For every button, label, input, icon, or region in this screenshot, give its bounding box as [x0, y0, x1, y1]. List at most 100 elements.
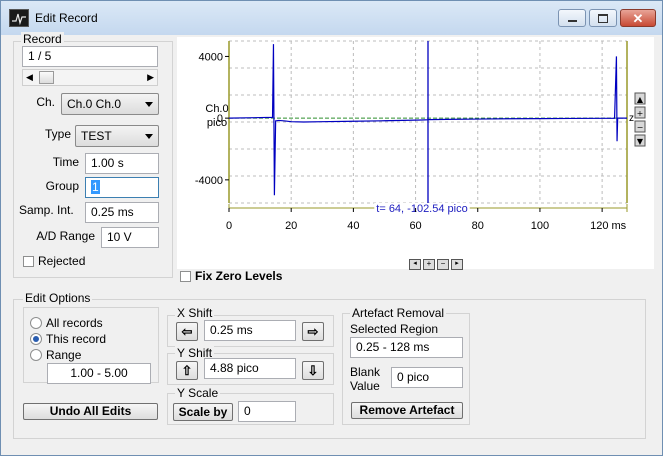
signal-plot[interactable]: 4000 0 -4000 Ch.0 pico t= 64, -102.54 pico 0 20… — [177, 37, 654, 269]
zoom-out-icon[interactable] — [634, 120, 646, 133]
plot-canvas[interactable]: 4000 0 -4000 Ch.0 pico t= 64, -102.54 pico 0 20… — [177, 37, 654, 269]
channel-units-label: pico — [207, 117, 227, 129]
signal-trace — [228, 44, 627, 196]
type-select[interactable]: TEST — [75, 125, 159, 147]
y-shift-down-button[interactable]: ⇩ — [302, 361, 324, 380]
y-tick-label: -4000 — [195, 175, 223, 187]
zoom-in-icon[interactable] — [634, 106, 646, 119]
app-icon — [9, 9, 29, 27]
record-scrollbar[interactable]: ◀ ▶ — [22, 69, 158, 86]
maximize-button[interactable] — [589, 9, 617, 27]
radio-all-records[interactable] — [30, 317, 42, 329]
blank-label-line1: Blank — [350, 365, 381, 379]
maximize-icon — [598, 13, 608, 23]
y-shift-up-button[interactable]: ⇧ — [176, 361, 198, 380]
zero-marker-label: z — [629, 113, 634, 124]
blank-value-label: Blank Value — [350, 365, 380, 393]
x-tick-label: 100 — [531, 220, 549, 232]
minimize-icon — [567, 20, 577, 22]
rejected-checkbox[interactable] — [23, 256, 34, 267]
y-shift-field[interactable]: 4.88 pico — [204, 358, 296, 379]
undo-all-edits-button[interactable]: Undo All Edits — [23, 403, 158, 420]
ad-range-field[interactable]: 10 V — [101, 227, 159, 248]
channel-label: Ch. — [36, 95, 55, 109]
radio-range[interactable] — [30, 349, 42, 361]
y-tick-label: 0 — [217, 113, 223, 125]
y-scale-group — [167, 393, 334, 425]
zoom-in-icon-glyph: + — [637, 109, 644, 118]
all-records-label: All records — [46, 316, 103, 330]
x-shift-field[interactable]: 0.25 ms — [204, 320, 296, 341]
arrow-left-icon: ⇦ — [181, 323, 193, 339]
y-shift-group — [167, 353, 334, 385]
channel-name-label: Ch.0 — [205, 103, 228, 115]
x-tick-label: 20 — [285, 220, 297, 232]
y-shift-label: Y Shift — [175, 346, 215, 360]
samp-int-label: Samp. Int. — [19, 203, 74, 217]
zoom-next-icon[interactable]: ▸ — [451, 259, 463, 270]
scroll-up-icon[interactable] — [634, 92, 646, 105]
minimize-button[interactable] — [558, 9, 586, 27]
scroll-down-icon-glyph: ▼ — [637, 137, 644, 146]
chevron-down-icon — [145, 102, 153, 107]
title-bar: Edit Record ✕ — [1, 1, 662, 35]
scroll-left-icon[interactable]: ◀ — [26, 72, 33, 82]
this-record-label: This record — [46, 332, 107, 346]
scroll-right-icon[interactable]: ▶ — [147, 72, 154, 82]
time-field[interactable]: 1.00 s — [85, 153, 159, 174]
x-shift-group — [167, 315, 334, 347]
y-scale-field[interactable]: 0 — [238, 401, 296, 422]
scroll-up-icon-glyph: ▲ — [637, 95, 644, 104]
channel-select[interactable]: Ch.0 Ch.0 — [61, 93, 159, 115]
close-icon: ✕ — [632, 10, 644, 26]
x-shift-label: X Shift — [175, 306, 215, 320]
ad-range-label: A/D Range — [36, 229, 95, 243]
time-label: Time — [52, 155, 79, 169]
range-field[interactable]: 1.00 - 5.00 — [47, 363, 151, 384]
zoom-out-icon[interactable]: + — [423, 259, 435, 270]
radio-this-record[interactable] — [30, 333, 42, 345]
samp-int-field[interactable]: 0.25 ms — [85, 202, 159, 223]
range-label: Range — [46, 348, 82, 362]
arrow-right-icon: ⇨ — [307, 323, 319, 339]
group-field[interactable]: 1 — [85, 177, 159, 198]
zoom-out-icon-glyph: − — [637, 123, 644, 132]
rejected-label: Rejected — [38, 254, 86, 268]
record-group-label: Record — [21, 32, 64, 46]
group-field-value: 1 — [91, 180, 100, 194]
cursor-readout: t= 64, -102.54 pico — [376, 203, 467, 215]
group-label: Group — [45, 179, 79, 193]
zoom-in-icon[interactable]: ◂ — [409, 259, 421, 270]
zoom-controls: ◂ + − ▸ — [409, 259, 463, 270]
x-tick-label: 120 ms — [590, 220, 627, 232]
window-title: Edit Record — [35, 11, 98, 25]
x-tick-label: 0 — [226, 220, 232, 232]
x-shift-left-button[interactable]: ⇦ — [176, 322, 198, 341]
type-select-value: TEST — [81, 129, 112, 143]
scale-by-button[interactable]: Scale by — [173, 403, 233, 421]
close-button[interactable]: ✕ — [620, 9, 656, 27]
remove-artefact-button[interactable]: Remove Artefact — [351, 402, 463, 419]
client-area: Record 1 / 5 ◀ ▶ Ch. Ch.0 Ch.0 Type TEST… — [9, 32, 654, 447]
zoom-reset-icon[interactable]: − — [437, 259, 449, 270]
x-tick-label: 40 — [347, 220, 359, 232]
scroll-thumb[interactable] — [39, 71, 54, 84]
x-tick-label: 60 — [409, 220, 421, 232]
selected-region-field[interactable]: 0.25 - 128 ms — [350, 337, 463, 358]
arrow-down-icon: ⇩ — [307, 362, 319, 378]
blank-value-field[interactable]: 0 pico — [391, 367, 463, 388]
edit-options-label: Edit Options — [23, 291, 93, 305]
fix-zero-checkbox[interactable] — [180, 271, 191, 282]
type-label: Type — [44, 127, 71, 141]
scroll-down-icon[interactable] — [634, 134, 646, 147]
x-shift-right-button[interactable]: ⇨ — [302, 322, 324, 341]
record-number-field[interactable]: 1 / 5 — [22, 46, 158, 67]
fix-zero-label: Fix Zero Levels — [195, 269, 283, 283]
edit-options-group — [13, 299, 646, 439]
channel-select-value: Ch.0 Ch.0 — [67, 97, 122, 111]
cursor-readout-bg — [374, 203, 470, 215]
y-tick-label: 4000 — [199, 51, 223, 63]
x-tick-label: 80 — [472, 220, 484, 232]
artefact-removal-label: Artefact Removal — [350, 306, 447, 320]
